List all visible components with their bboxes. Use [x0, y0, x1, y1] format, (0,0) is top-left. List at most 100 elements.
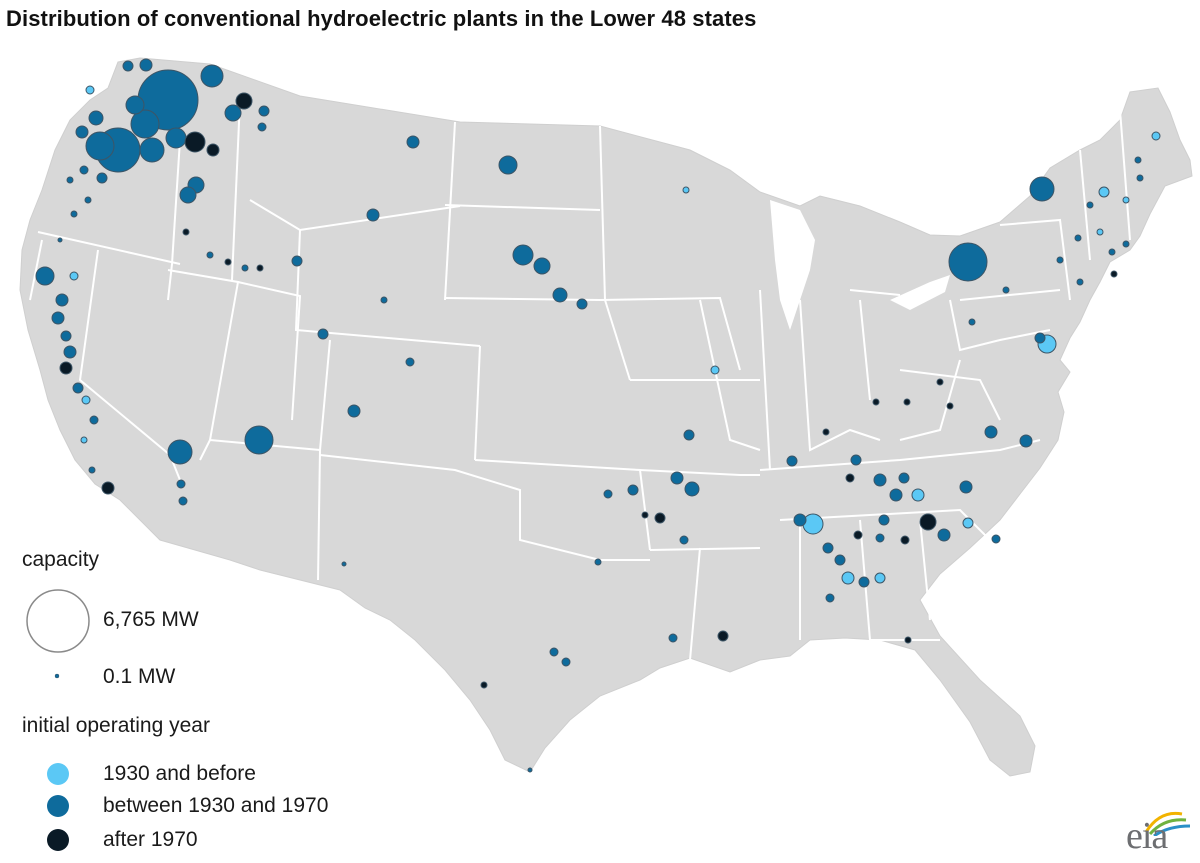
eia-logo-text: eia [1126, 815, 1168, 857]
plant-marker [858, 576, 870, 588]
plant-marker [84, 196, 92, 204]
legend-year-heading: initial operating year [22, 714, 210, 737]
plant-marker [878, 514, 890, 526]
legend-capacity-max-label: 6,765 MW [103, 608, 199, 631]
lake-erie [890, 275, 950, 310]
plant-marker [527, 767, 533, 773]
plant-marker [968, 318, 976, 326]
legend-swatch-1930-before [47, 763, 69, 785]
plant-marker [176, 479, 186, 489]
plant-marker [317, 328, 329, 340]
plant-marker [69, 271, 79, 281]
plant-marker [1110, 270, 1118, 278]
plant-marker [576, 298, 588, 310]
plant-marker [206, 143, 220, 157]
plant-marker [627, 484, 639, 496]
plant-marker [1122, 196, 1130, 204]
plant-marker [85, 85, 95, 95]
plant-marker [66, 176, 74, 184]
legend-capacity-min-dot [54, 673, 60, 679]
plant-marker [256, 264, 264, 272]
plant-marker [498, 155, 518, 175]
plant-marker [480, 681, 488, 689]
plant-marker [603, 489, 613, 499]
plant-marker [853, 530, 863, 540]
plant-marker [641, 511, 649, 519]
plant-marker [139, 58, 153, 72]
plant-marker [1056, 256, 1064, 264]
plant-marker [1076, 278, 1084, 286]
plant-marker [1098, 186, 1110, 198]
plant-marker [802, 513, 824, 535]
plant-marker [206, 251, 214, 259]
legend-capacity-min-label: 0.1 MW [103, 665, 176, 688]
plant-marker [552, 287, 568, 303]
plant-marker [59, 361, 73, 375]
plant-marker [919, 513, 937, 531]
plant-marker [903, 398, 911, 406]
plant-marker [936, 378, 944, 386]
plant-marker [594, 558, 602, 566]
plant-marker [63, 345, 77, 359]
plant-marker [60, 330, 72, 342]
plant-marker [512, 244, 534, 266]
plant-marker [682, 186, 690, 194]
plant-marker [1029, 176, 1055, 202]
plant-marker [1002, 286, 1010, 294]
plant-marker [96, 172, 108, 184]
plant-marker [80, 436, 88, 444]
state-borders [29, 99, 1131, 661]
plant-marker [1136, 174, 1144, 182]
plant-marker [122, 60, 134, 72]
plant-marker [717, 630, 729, 642]
plant-marker [406, 135, 420, 149]
plant-marker [793, 513, 807, 527]
plant-marker [184, 131, 206, 153]
plant-marker [984, 425, 998, 439]
plant-marker [549, 647, 559, 657]
plant-marker [845, 473, 855, 483]
plant-marker [235, 92, 253, 110]
plant-marker [1134, 156, 1142, 164]
plant-marker [366, 208, 380, 222]
plant-marker [937, 528, 951, 542]
plant-marker [179, 186, 197, 204]
plant-marker [81, 395, 91, 405]
plant-marker [874, 572, 886, 584]
plant-marker [125, 95, 145, 115]
lower-48-landmass [19, 57, 1193, 777]
plant-marker [51, 311, 65, 325]
plant-marker [1074, 234, 1082, 242]
plant-marker [244, 425, 274, 455]
plant-marker [946, 402, 954, 410]
legend-swatch-1930-1970 [47, 795, 69, 817]
plant-marker [341, 561, 347, 567]
plant-marker [130, 109, 160, 139]
plant-marker [55, 293, 69, 307]
legend-capacity-max-circle [26, 589, 90, 653]
plant-marker [101, 481, 115, 495]
plant-marker [533, 257, 551, 275]
plant-marker [684, 481, 700, 497]
plant-marker [241, 264, 249, 272]
map-title: Distribution of conventional hydroelectr… [6, 6, 757, 31]
plant-marker [962, 517, 974, 529]
plant-marker [1034, 332, 1046, 344]
plant-marker [291, 255, 303, 267]
plant-marker [561, 657, 571, 667]
plant-marker [959, 480, 973, 494]
plant-marker [834, 554, 846, 566]
plant-marker [85, 131, 115, 161]
plant-marker [165, 127, 187, 149]
plant-marker [347, 404, 361, 418]
plant-marker [88, 110, 104, 126]
plant-marker [257, 122, 267, 132]
eia-logo: eia [1122, 806, 1192, 860]
plant-marker [841, 571, 855, 585]
plant-marker [182, 228, 190, 236]
plant-marker [1108, 248, 1116, 256]
plant-marker [872, 398, 880, 406]
plant-marker [200, 64, 224, 88]
plant-marker [72, 382, 84, 394]
